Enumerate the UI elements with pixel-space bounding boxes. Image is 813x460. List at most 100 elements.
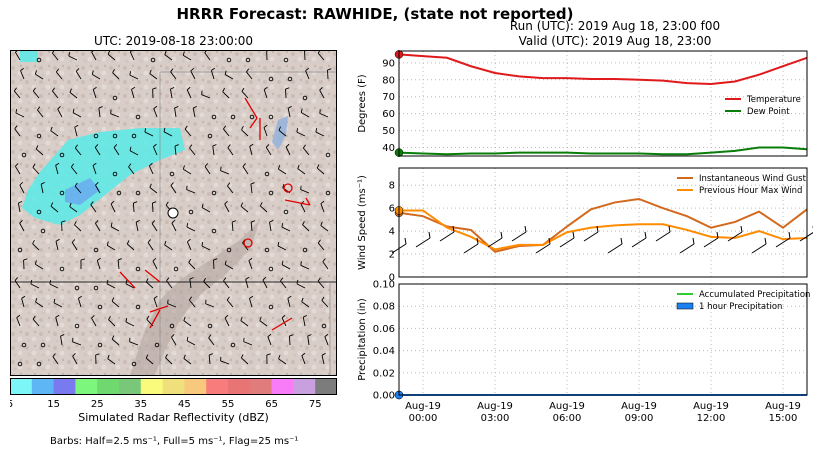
y-tick-label: 80: [382, 75, 395, 86]
wind-barb: [75, 68, 82, 80]
y-tick-label: 4: [389, 227, 395, 238]
wind-barb: [205, 299, 215, 308]
calm-barb: [211, 190, 217, 196]
wind-barb: [278, 165, 287, 175]
colorbar-tick-label: 35: [134, 399, 147, 408]
wind-barb: [631, 231, 647, 248]
wind-barb: [281, 314, 287, 327]
wind-barb: [263, 124, 268, 137]
colorbar-tick-label: 15: [47, 399, 60, 408]
wind-barb: [319, 109, 329, 118]
wind-barb: [126, 240, 135, 251]
barb-note: Barbs: Half=2.5 ms⁻¹, Full=5 ms⁻¹, Flag=…: [50, 436, 299, 447]
radar-map: [10, 50, 337, 376]
wind-barb: [91, 70, 101, 80]
colorbar-tick-label: 25: [91, 399, 104, 408]
wind-barb: [727, 225, 743, 242]
wind-barb: [679, 237, 695, 254]
site-marker: [167, 207, 179, 219]
wind-barb: [57, 105, 63, 118]
calm-barb: [230, 342, 236, 348]
wind-barb: [262, 276, 268, 289]
wind-barb: [321, 352, 326, 365]
wind-barb: [34, 260, 44, 270]
calm-barb: [21, 342, 27, 348]
lake: [272, 116, 288, 150]
wind-barb: [190, 67, 196, 80]
wind-barb: [223, 125, 230, 137]
wind-barb: [72, 337, 82, 346]
wind-barb: [186, 336, 196, 346]
calm-barb: [97, 304, 103, 310]
wind-barb: [111, 297, 120, 308]
wind-barb: [183, 316, 192, 327]
wind-barb: [21, 295, 26, 308]
wind-barb: [92, 86, 97, 99]
wind-barb: [208, 353, 214, 365]
wind-barb: [55, 314, 60, 327]
y-tick-label: 8: [389, 181, 395, 192]
wind-barb: [655, 225, 671, 242]
legend-swatch: [676, 302, 694, 310]
wind-barb: [128, 163, 135, 175]
wind-barb: [799, 226, 813, 242]
wind-barb: [241, 87, 249, 99]
wind-barb: [96, 257, 101, 270]
wind-barb: [111, 335, 120, 346]
colorbar-tick-label: 5: [10, 399, 13, 408]
y-axis-label: Wind Speed (ms⁻¹): [357, 175, 368, 270]
wind-barb: [50, 126, 59, 137]
wind-barb: [107, 354, 116, 365]
wind-barb: [40, 181, 45, 194]
wind-barb: [13, 87, 21, 99]
wind-barb: [186, 185, 196, 194]
wind-barb: [322, 258, 329, 270]
wind-barb: [110, 222, 120, 232]
wind-barb: [149, 183, 158, 194]
wind-barb: [15, 109, 25, 118]
wind-barb: [30, 280, 40, 289]
y-tick-label: 60: [382, 109, 395, 120]
wind-barb: [74, 144, 82, 156]
calm-barb: [36, 57, 42, 63]
calm-barb: [321, 323, 327, 329]
wind-barb: [277, 241, 287, 251]
wind-barb: [90, 201, 97, 213]
wind-barb: [149, 69, 158, 80]
wind-barb: [152, 87, 157, 99]
wind-barb: [583, 225, 599, 242]
wind-barb: [300, 185, 310, 194]
radar-echo-fragment: [20, 50, 38, 62]
x-tick-label: 15:00: [769, 413, 798, 424]
wind-barb: [201, 90, 211, 99]
wind-barb: [171, 334, 177, 346]
x-tick-label: 06:00: [553, 413, 582, 424]
calm-barb: [131, 133, 137, 139]
wind-barb: [487, 231, 503, 248]
colorbar-cell: [315, 378, 337, 395]
wind-barb: [220, 356, 230, 365]
wind-barb: [439, 225, 455, 242]
colorbar-tick-label: 75: [309, 399, 322, 408]
colorbar-cell: [271, 378, 294, 395]
wind-barb: [316, 164, 325, 175]
calm-barb: [154, 342, 160, 348]
y-tick-label: 90: [382, 58, 395, 69]
wind-barb: [302, 144, 310, 156]
wind-barb: [166, 277, 173, 289]
wind-barb: [300, 108, 310, 118]
calm-barb: [230, 114, 236, 120]
wind-barb: [249, 295, 254, 308]
x-tick-label: Aug-19: [477, 401, 513, 412]
plot-frame: [398, 50, 808, 157]
wind-barb: [55, 68, 63, 80]
calm-barb: [302, 95, 308, 101]
wind-barb: [95, 182, 101, 194]
wind-barb: [265, 144, 272, 156]
wind-barb: [132, 201, 138, 213]
wind-barb: [50, 202, 59, 213]
plot-frame: [398, 283, 808, 396]
calm-barb: [211, 114, 217, 120]
wind-barb: [34, 70, 44, 80]
calm-barb: [283, 57, 289, 63]
